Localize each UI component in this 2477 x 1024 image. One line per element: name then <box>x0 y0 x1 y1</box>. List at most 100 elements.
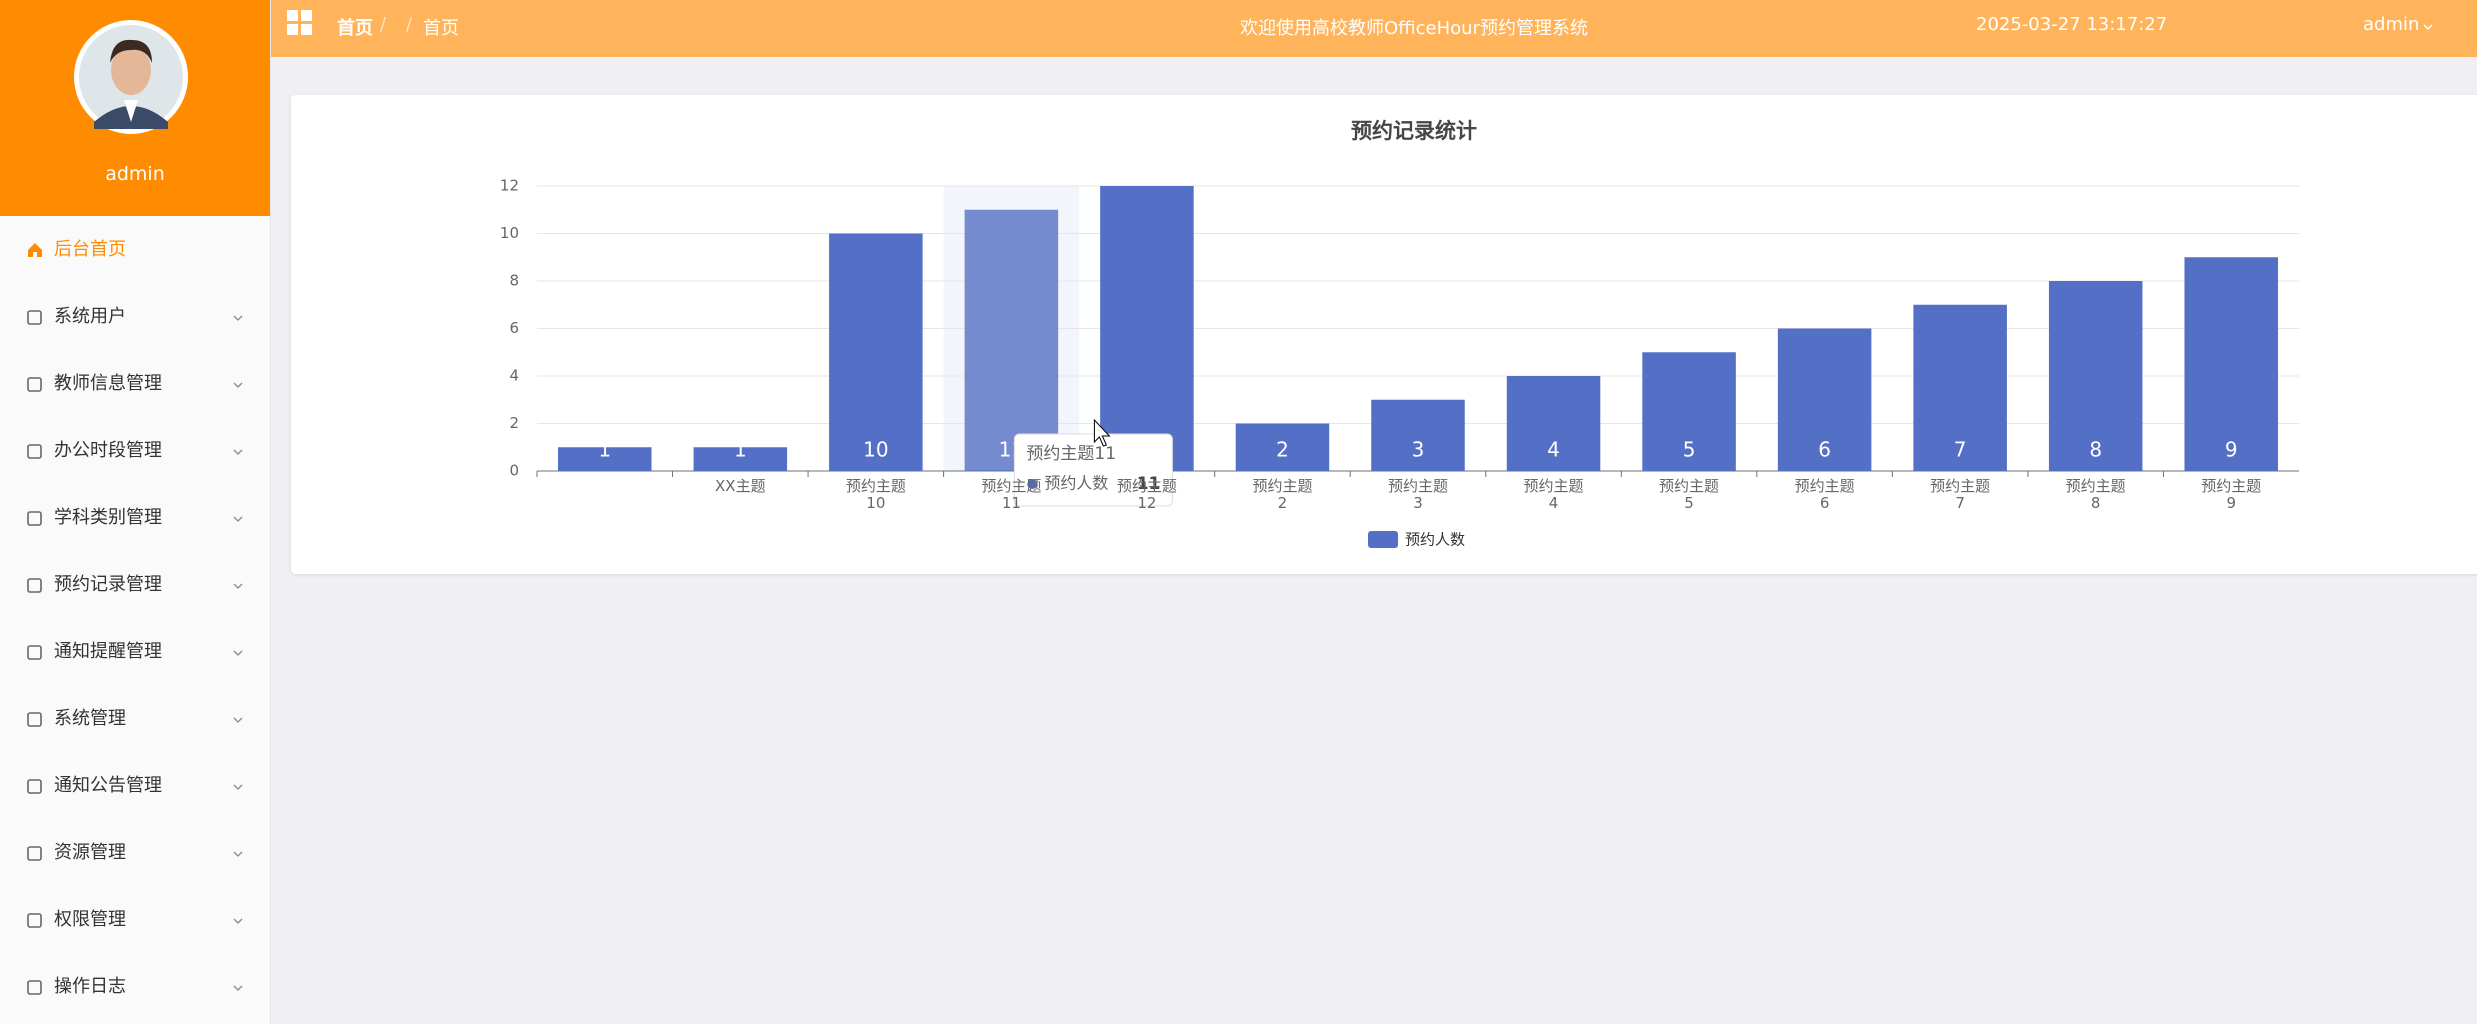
menu-item[interactable]: 系统用户 <box>0 287 270 347</box>
bar <box>1642 352 1736 471</box>
menu-item[interactable]: 预约记录管理 <box>0 555 270 615</box>
chevron <box>233 650 243 656</box>
menu-label[interactable]: 通知公告管理 <box>54 775 162 796</box>
menu-label[interactable]: 系统管理 <box>54 708 126 729</box>
chevron <box>233 449 243 455</box>
menu-icon <box>27 444 42 459</box>
data-label: 3 <box>1412 438 1425 462</box>
datetime: 2025-03-27 13:17:27 <box>1976 14 2168 35</box>
x-tick-label: 预约主题 3 <box>1387 477 1448 512</box>
menu-label[interactable]: 系统用户 <box>54 306 126 327</box>
y-tick-label: 0 <box>509 462 519 480</box>
data-label: 8 <box>2089 438 2102 462</box>
menu-item[interactable]: 办公时段管理 <box>0 421 270 481</box>
x-tick-label: 预约主题 9 <box>2201 477 2262 512</box>
tooltip-series: 预约人数 <box>1044 474 1108 493</box>
menu-icon <box>27 846 42 861</box>
username: admin <box>105 163 165 185</box>
menu-item[interactable]: 资源管理 <box>0 823 270 883</box>
menu-label[interactable]: 资源管理 <box>54 842 126 863</box>
x-tick-label: 预约主题 8 <box>2065 477 2126 512</box>
profile: admin <box>0 0 270 216</box>
bar <box>2048 281 2143 471</box>
chart-title: 预约记录统计 <box>1351 119 1477 143</box>
data-label: 4 <box>1547 438 1560 462</box>
menu-icon <box>27 511 42 526</box>
y-tick-label: 12 <box>500 177 519 195</box>
menu-label[interactable]: 通知提醒管理 <box>54 641 162 662</box>
system-title: 欢迎使用高校教师OfficeHour预约管理系统 <box>1240 18 1588 39</box>
chevron <box>233 851 243 857</box>
avatar <box>74 20 188 134</box>
chevron <box>233 382 243 388</box>
chevron <box>233 717 243 723</box>
menu-icon <box>27 310 42 325</box>
tooltip <box>1013 433 1173 507</box>
bar <box>693 447 788 471</box>
menu-label[interactable]: 教师信息管理 <box>54 373 162 394</box>
menu-item[interactable]: 学科类别管理 <box>0 488 270 548</box>
y-tick-label: 6 <box>509 319 519 337</box>
menu-icon <box>27 779 42 794</box>
bar <box>829 233 923 471</box>
cursor <box>1093 418 1111 447</box>
data-label: 6 <box>1818 438 1831 462</box>
breadcrumb[interactable]: 首页 <box>337 18 373 39</box>
separator: / <box>380 14 387 35</box>
menu-item[interactable]: 通知提醒管理 <box>0 622 270 682</box>
top-bar: 首页 / / 首页 欢迎使用高校教师OfficeHour预约管理系统 2025-… <box>271 0 2477 57</box>
data-label: 7 <box>1954 438 1967 462</box>
menu-icon <box>27 645 42 660</box>
chevron <box>233 583 243 589</box>
x-tick-label: 预约主题 4 <box>1523 477 1584 512</box>
x-tick-label: XX主题 <box>715 477 766 495</box>
menu-item[interactable]: 操作日志 <box>0 957 270 1017</box>
menu-item[interactable]: 后台首页 <box>0 220 270 280</box>
chart: 预约记录统计 0246810121110111223456789预约人数预约主题… <box>500 119 2299 549</box>
x-tick-label: 预约主题 2 <box>1252 477 1313 512</box>
tooltip-title: 预约主题11 <box>1026 444 1116 464</box>
menu-label[interactable]: 预约记录管理 <box>54 574 162 595</box>
chevron <box>233 918 243 924</box>
data-label: 10 <box>863 438 888 462</box>
tooltip-value: 11 <box>1137 474 1161 494</box>
menu-label[interactable]: 办公时段管理 <box>54 440 162 461</box>
menu-icon <box>27 913 42 928</box>
bar <box>1235 423 1330 471</box>
menu-label[interactable]: 学科类别管理 <box>54 507 162 528</box>
data-label: 1 <box>734 438 747 462</box>
chevron <box>233 315 243 321</box>
data-label: 1 <box>598 438 611 462</box>
bar <box>1777 328 1872 471</box>
x-tick-label: 预约主题 10 <box>845 477 906 512</box>
menu-item[interactable]: 系统管理 <box>0 689 270 749</box>
legend-label: 预约人数 <box>1405 531 1465 549</box>
menu-label[interactable]: 权限管理 <box>54 909 126 930</box>
menu-item[interactable]: 教师信息管理 <box>0 354 270 414</box>
y-tick-label: 8 <box>509 272 519 290</box>
tooltip-marker <box>1027 479 1038 489</box>
x-tick-label: 预约主题 6 <box>1794 477 1855 512</box>
user-menu[interactable]: admin <box>2363 14 2420 35</box>
menu-icon[interactable] <box>287 10 313 36</box>
menu-icon <box>28 243 42 257</box>
menu-label[interactable]: 后台首页 <box>54 239 126 260</box>
menu-label[interactable]: 操作日志 <box>54 976 126 997</box>
menu-icon <box>27 980 42 995</box>
breadcrumb[interactable]: 首页 <box>423 18 459 39</box>
chevron <box>233 985 243 991</box>
chevron <box>233 784 243 790</box>
menu-item[interactable]: 权限管理 <box>0 890 270 950</box>
y-tick-label: 10 <box>500 224 519 242</box>
menu-item[interactable]: 通知公告管理 <box>0 756 270 816</box>
separator: / <box>406 14 413 35</box>
y-tick-label: 2 <box>509 414 519 432</box>
data-label: 2 <box>1276 438 1289 462</box>
menu-icon <box>27 578 42 593</box>
bar <box>558 447 652 471</box>
x-tick-label: 预约主题 11 <box>981 477 1042 512</box>
x-tick-label: 预约主题 5 <box>1659 477 1720 512</box>
data-label: 5 <box>1683 438 1696 462</box>
bar <box>2184 257 2278 471</box>
